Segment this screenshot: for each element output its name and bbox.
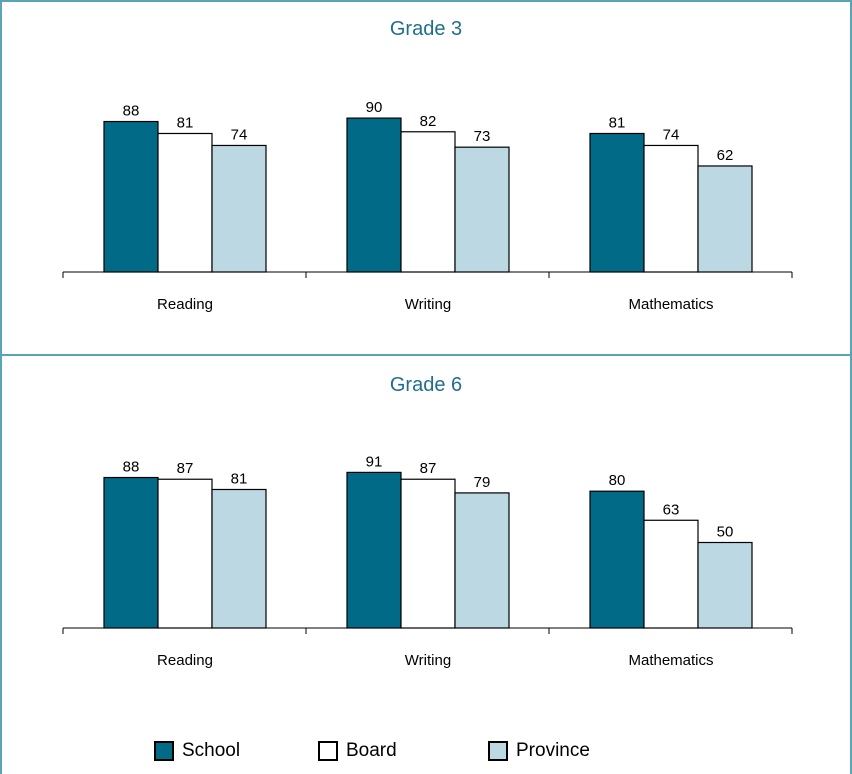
bar-school: [346, 117, 402, 273]
bar-province: [454, 492, 510, 629]
bar-province: [211, 488, 267, 629]
data-label: 62: [717, 147, 734, 164]
category-label: Reading: [157, 652, 213, 669]
data-label: 63: [663, 501, 680, 518]
category-label: Writing: [405, 652, 451, 669]
bar-board: [157, 132, 213, 273]
bar-school: [589, 490, 645, 629]
bar-school: [103, 476, 159, 629]
bar-province: [697, 541, 753, 629]
data-label: 81: [609, 114, 626, 131]
legend-label-province: Province: [516, 740, 590, 761]
data-label: 80: [609, 472, 626, 489]
data-label: 82: [420, 113, 437, 130]
data-label: 88: [123, 103, 140, 120]
data-label: 81: [231, 470, 248, 487]
bar-board: [400, 478, 456, 629]
bar-board: [643, 519, 699, 629]
data-label: 91: [366, 453, 383, 470]
data-label: 81: [177, 114, 194, 131]
legend: School Board Province: [0, 740, 852, 774]
data-label: 88: [123, 459, 140, 476]
grade-6-panel: Grade 6 88 87 81 Reading 91 87 79 Writing 80 63 50…: [0, 356, 852, 710]
bar-school: [589, 132, 645, 273]
grade-6-chart: 88 87 81 Reading 91 87 79 Writing 80 63 50 Mathemat…: [62, 453, 793, 669]
bar-school: [103, 120, 159, 273]
bar-province: [697, 165, 753, 273]
legend-swatch-school: [154, 741, 174, 761]
data-label: 73: [474, 128, 491, 145]
legend-label-school: School: [182, 740, 241, 761]
data-label: 74: [231, 126, 248, 143]
grade-3-panel: Grade 3 88 81 74 Reading 90 82 73 Writing 81 74 62…: [0, 0, 852, 354]
legend-item-school: School: [154, 740, 240, 762]
category-label: Writing: [405, 296, 451, 313]
data-label: 50: [717, 524, 734, 541]
data-label: 87: [177, 460, 194, 477]
data-label: 79: [474, 474, 491, 491]
legend-label-board: Board: [346, 740, 397, 761]
bar-board: [643, 144, 699, 273]
grade-3-chart: 88 81 74 Reading 90 82 73 Writing 81 74 62 Mathemat…: [62, 99, 793, 313]
category-label: Mathematics: [628, 296, 713, 313]
legend-item-board: Board: [318, 740, 397, 762]
panel-title: Grade 6: [389, 374, 463, 396]
bar-province: [454, 146, 510, 273]
bar-school: [346, 471, 402, 629]
category-label: Reading: [157, 296, 213, 313]
data-label: 74: [663, 126, 680, 143]
data-label: 90: [366, 99, 383, 116]
legend-swatch-province: [488, 741, 508, 761]
panel-divider: [0, 354, 852, 356]
data-label: 87: [420, 460, 437, 477]
bar-board: [400, 131, 456, 273]
category-label: Mathematics: [628, 652, 713, 669]
bar-board: [157, 478, 213, 629]
legend-item-province: Province: [488, 740, 590, 762]
legend-swatch-board: [318, 741, 338, 761]
bar-province: [211, 144, 267, 273]
panel-title: Grade 3: [389, 18, 463, 40]
